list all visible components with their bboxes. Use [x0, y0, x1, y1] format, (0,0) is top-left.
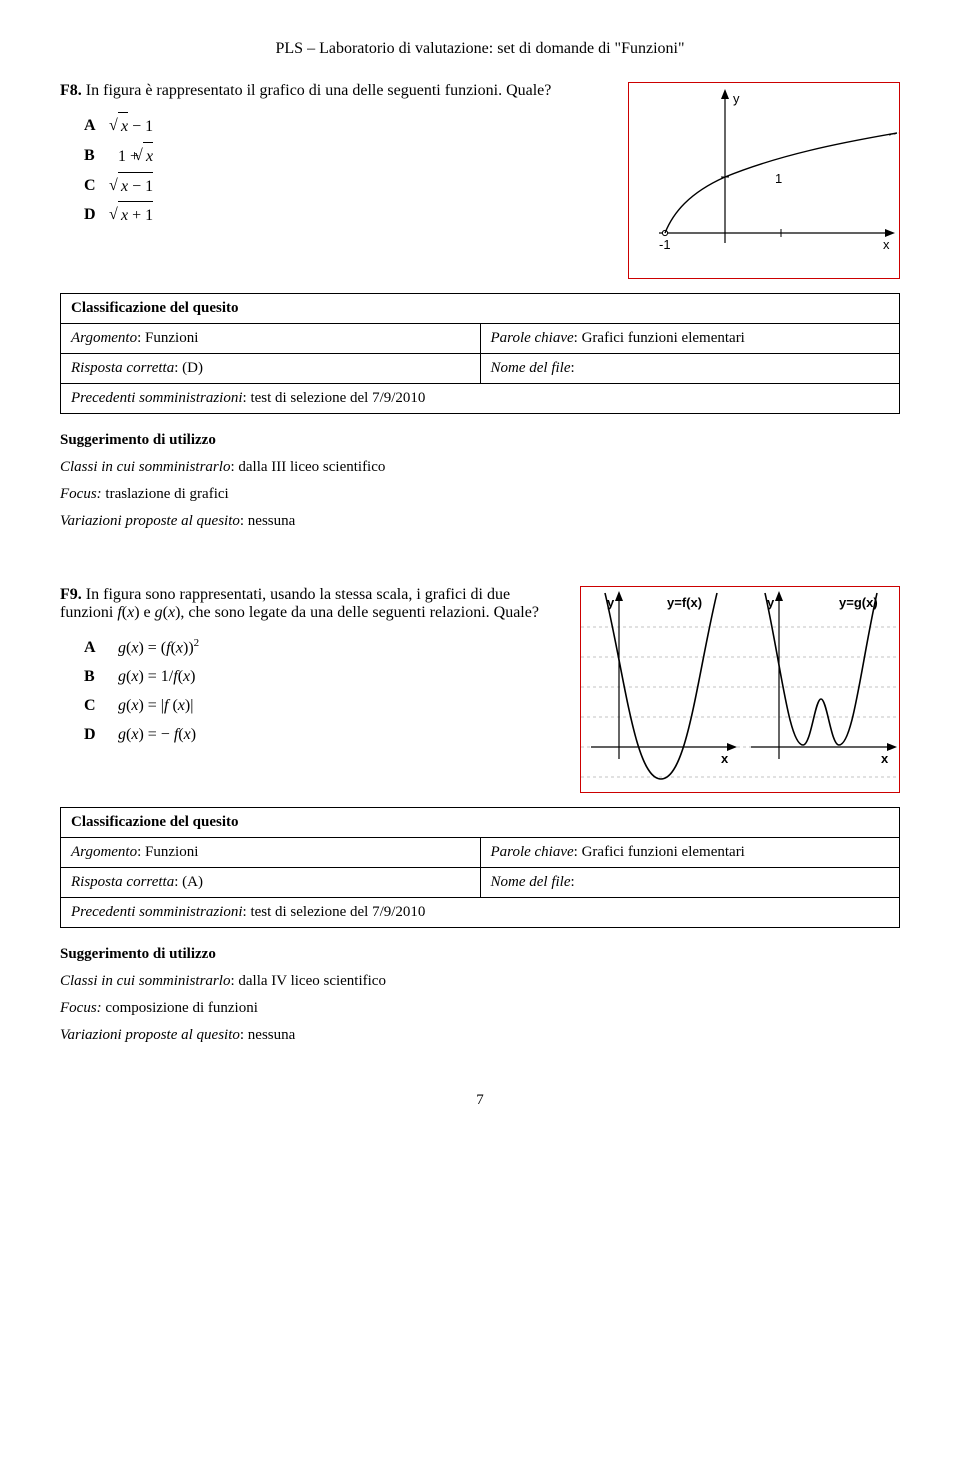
q9-classi: Classi in cui somministrarlo: dalla IV l…	[60, 973, 900, 990]
q9-info-heading: Classificazione del quesito	[71, 814, 239, 830]
q8-info-table: Classificazione del quesito Argomento: F…	[60, 293, 900, 414]
svg-text:x: x	[881, 751, 889, 766]
ans-val: (D)	[182, 360, 203, 376]
kw-val: Grafici funzioni elementari	[582, 330, 745, 346]
ans-label: Risposta corretta	[71, 874, 174, 890]
opt-letter: A	[84, 112, 100, 142]
kw-label: Parole chiave	[491, 844, 574, 860]
file-label: Nome del file	[491, 874, 571, 890]
arg-val: Funzioni	[145, 330, 198, 346]
svg-text:x: x	[721, 751, 729, 766]
q8-label: F8.	[60, 82, 82, 99]
q8-info-heading: Classificazione del quesito	[71, 300, 239, 316]
svg-text:-1: -1	[659, 237, 671, 252]
svg-text:x: x	[883, 237, 890, 252]
arg-val: Funzioni	[145, 844, 198, 860]
q8-sugg-heading: Suggerimento di utilizzo	[60, 432, 900, 449]
q9-options: Ag(x) = (f(x))2 Bg(x) = 1/f(x) Cg(x) = |…	[84, 634, 560, 750]
file-label: Nome del file	[491, 360, 571, 376]
question-f9: F9. In figura sono rappresentati, usando…	[60, 586, 900, 1044]
prev-label: Precedenti somministrazioni	[71, 904, 243, 920]
prev-label: Precedenti somministrazioni	[71, 390, 243, 406]
q8-var: Variazioni proposte al quesito: nessuna	[60, 513, 900, 530]
svg-text:y: y	[733, 91, 740, 106]
opt-letter: B	[84, 663, 100, 692]
q9-opt-a: g(x) = (f(x))2	[118, 634, 199, 663]
opt-letter: B	[84, 142, 100, 172]
q8-chart: y x 1 -1	[628, 82, 900, 279]
question-f8: F8. In figura è rappresentato il grafico…	[60, 82, 900, 530]
q8-focus: Focus: traslazione di grafici	[60, 486, 900, 503]
ans-val: (A)	[182, 874, 203, 890]
q9-sugg-heading: Suggerimento di utilizzo	[60, 946, 900, 963]
q9-var: Variazioni proposte al quesito: nessuna	[60, 1027, 900, 1044]
q9-chart: y y=f(x) x y y=g(x) x	[580, 586, 900, 793]
svg-text:y=f(x): y=f(x)	[667, 595, 702, 610]
arg-label: Argomento	[71, 844, 137, 860]
opt-letter: C	[84, 172, 100, 202]
svg-text:y=g(x): y=g(x)	[839, 595, 878, 610]
opt-letter: A	[84, 634, 100, 663]
kw-label: Parole chiave	[491, 330, 574, 346]
ans-label: Risposta corretta	[71, 360, 174, 376]
arg-label: Argomento	[71, 330, 137, 346]
q8-opt-d: x + 1	[118, 201, 153, 231]
prev-val: test di selezione del 7/9/2010	[250, 390, 425, 406]
page-number: 7	[60, 1092, 900, 1109]
q9-opt-b: g(x) = 1/f(x)	[118, 663, 195, 692]
q8-options: Ax − 1 B 1 + x Cx − 1 Dx + 1	[84, 112, 608, 231]
q8-opt-a: x − 1	[118, 112, 153, 142]
q8-classi: Classi in cui somministrarlo: dalla III …	[60, 459, 900, 476]
prev-val: test di selezione del 7/9/2010	[250, 904, 425, 920]
opt-letter: D	[84, 201, 100, 231]
q9-opt-c: g(x) = |f (x)|	[118, 692, 193, 721]
q9-label: F9.	[60, 586, 82, 603]
q9-focus: Focus: composizione di funzioni	[60, 1000, 900, 1017]
q8-opt-b: 1 + x	[118, 142, 153, 172]
opt-letter: C	[84, 692, 100, 721]
page-header: PLS – Laboratorio di valutazione: set di…	[60, 40, 900, 58]
q8-text: In figura è rappresentato il grafico di …	[82, 82, 552, 99]
q9-text: In figura sono rappresentati, usando la …	[60, 586, 539, 621]
kw-val: Grafici funzioni elementari	[582, 844, 745, 860]
q8-title: F8. In figura è rappresentato il grafico…	[60, 82, 608, 100]
opt-letter: D	[84, 721, 100, 750]
svg-text:1: 1	[775, 171, 782, 186]
q9-info-table: Classificazione del quesito Argomento: F…	[60, 807, 900, 928]
q9-opt-d: g(x) = − f(x)	[118, 721, 196, 750]
q8-opt-c: x − 1	[118, 172, 153, 202]
q9-title: F9. In figura sono rappresentati, usando…	[60, 586, 560, 622]
